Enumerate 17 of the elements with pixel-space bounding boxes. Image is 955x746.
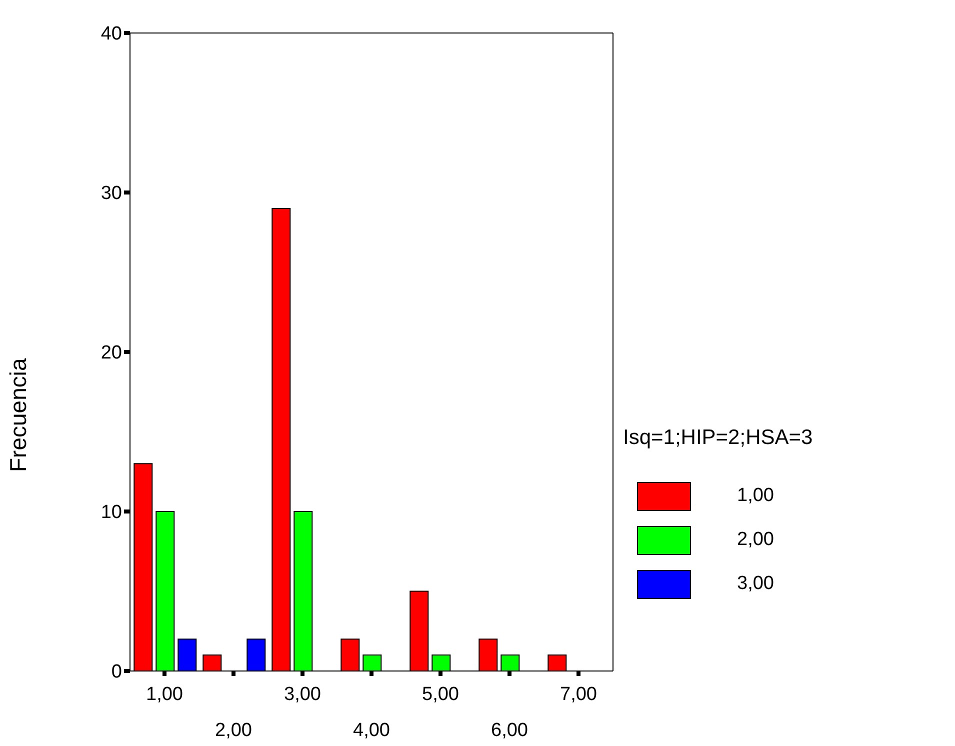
x-tick-label: 5,00 — [422, 684, 459, 705]
text: 3,00 — [737, 573, 774, 595]
x-tick-label: 1,00 — [146, 684, 183, 705]
y-axis-title: Frecuencia — [5, 358, 32, 472]
y-tick-label: 40 — [100, 24, 122, 45]
y-tick-label: 0 — [111, 662, 122, 683]
text: 2,00 — [737, 529, 774, 551]
x-tick-label: 6,00 — [491, 720, 528, 741]
y-tick-label: 30 — [100, 183, 122, 204]
x-tick-label: 4,00 — [353, 720, 390, 741]
x-tick-label: 2,00 — [215, 720, 252, 741]
text: 1,00 — [737, 485, 774, 507]
y-tick-label: 20 — [100, 342, 122, 364]
legend-title: Isq=1;HIP=2;HSA=3 — [623, 426, 814, 450]
y-tick-label: 10 — [100, 502, 122, 524]
x-tick-label: 7,00 — [560, 684, 597, 705]
x-tick-label: 3,00 — [284, 684, 321, 705]
